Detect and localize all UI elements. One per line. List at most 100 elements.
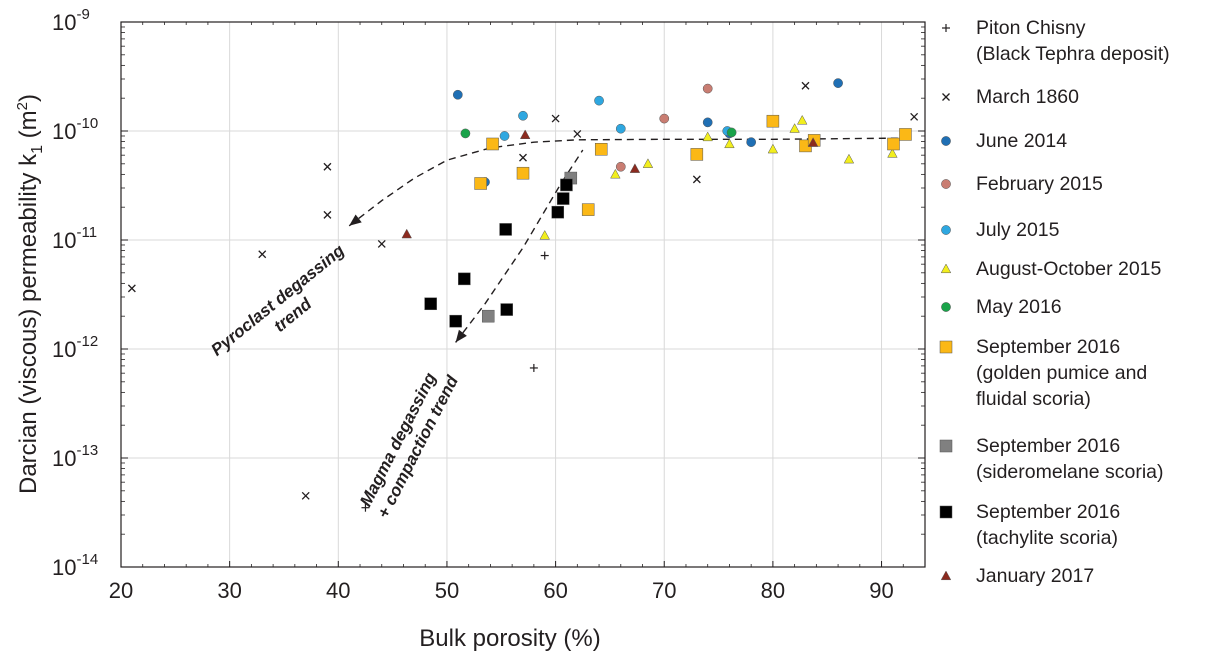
legend-item: August-October 2015 bbox=[940, 258, 1162, 280]
legend-label: January 2017 bbox=[976, 565, 1094, 587]
point-series-5 bbox=[642, 158, 654, 168]
point-series-5 bbox=[539, 229, 550, 240]
point-series-3 bbox=[659, 113, 670, 124]
point-series-4 bbox=[615, 123, 626, 134]
point-series-1 bbox=[377, 239, 386, 248]
y-tick-label: 10-9 bbox=[52, 6, 90, 35]
point-series-9 bbox=[424, 297, 437, 311]
point-series-1 bbox=[127, 284, 136, 293]
point-series-7 bbox=[690, 148, 704, 161]
y-axis-title: Darcian (viscous) permeability k1 (m2) bbox=[14, 94, 46, 494]
point-series-8 bbox=[481, 309, 495, 323]
legend-label: February 2015 bbox=[976, 173, 1103, 195]
point-series-9 bbox=[499, 223, 512, 236]
y-tick-label: 10-14 bbox=[52, 551, 98, 580]
point-series-7 bbox=[594, 143, 608, 156]
point-series-6 bbox=[460, 128, 471, 139]
legend-marker bbox=[939, 439, 953, 453]
x-tick-label: 60 bbox=[543, 578, 567, 603]
point-series-4 bbox=[499, 131, 510, 141]
legend-label: September 2016 bbox=[976, 501, 1120, 523]
legend-label: March 1860 bbox=[976, 86, 1079, 108]
point-series-1 bbox=[323, 162, 332, 171]
point-series-2 bbox=[746, 137, 757, 148]
legend-label: fluidal scoria) bbox=[976, 388, 1091, 410]
legend-item: Piton Chisny (Black Tephra deposit) bbox=[942, 17, 1170, 65]
magma-degassing-compaction-trend-arrowhead bbox=[455, 329, 467, 343]
y-tick-label: 10-12 bbox=[52, 333, 98, 362]
point-series-7 bbox=[899, 128, 912, 141]
legend-label: September 2016 bbox=[976, 435, 1120, 457]
point-series-4 bbox=[518, 110, 528, 121]
legend-item: September 2016 (sideromelane scoria) bbox=[939, 435, 1164, 483]
point-series-7 bbox=[766, 114, 780, 128]
point-series-10 bbox=[519, 129, 531, 139]
annotation-pyroclast-trend: Pyroclast degassing trend bbox=[207, 238, 364, 376]
data-points bbox=[127, 78, 919, 512]
legend-item: September 2016 (tachylite scoria) bbox=[939, 501, 1120, 549]
point-series-5 bbox=[843, 153, 855, 164]
legend-marker bbox=[942, 93, 950, 101]
annotation-magma-trend: Magma degassing + compaction trend bbox=[355, 363, 462, 522]
point-series-4 bbox=[594, 95, 604, 106]
legend-marker bbox=[939, 505, 953, 519]
legend-marker bbox=[941, 136, 951, 146]
point-series-1 bbox=[573, 129, 582, 138]
x-tick-label: 40 bbox=[326, 578, 350, 603]
point-series-7 bbox=[486, 137, 499, 151]
legend-label: June 2014 bbox=[976, 130, 1067, 152]
point-series-1 bbox=[519, 153, 527, 162]
legend-item: January 2017 bbox=[940, 565, 1094, 587]
point-series-1 bbox=[692, 175, 701, 184]
point-series-10 bbox=[629, 163, 641, 173]
legend-marker bbox=[942, 24, 950, 32]
point-series-1 bbox=[551, 114, 560, 123]
legend-marker bbox=[939, 340, 953, 354]
y-axis-title-unit-superscript: 2 bbox=[14, 102, 31, 110]
y-axis-title-subscript: 1 bbox=[29, 145, 46, 154]
legend-label: August-October 2015 bbox=[976, 258, 1162, 280]
legend-label: (sideromelane scoria) bbox=[976, 461, 1164, 483]
legend-marker bbox=[940, 570, 952, 581]
legend-item: June 2014 bbox=[941, 130, 1067, 152]
legend-marker bbox=[941, 302, 951, 312]
point-series-9 bbox=[556, 192, 570, 205]
point-series-1 bbox=[258, 250, 267, 259]
point-series-9 bbox=[500, 303, 513, 316]
point-series-9 bbox=[458, 272, 471, 286]
legend-label: (tachylite scoria) bbox=[976, 527, 1118, 549]
x-tick-labels: 20 30 40 50 60 70 80 90 bbox=[109, 578, 894, 603]
point-series-5 bbox=[789, 123, 800, 133]
point-series-0 bbox=[361, 503, 370, 512]
point-series-1 bbox=[910, 112, 919, 121]
point-series-7 bbox=[516, 166, 530, 180]
y-tick-label: 10-13 bbox=[52, 442, 98, 471]
legend-marker bbox=[941, 225, 951, 235]
y-tick-label: 10-11 bbox=[52, 224, 97, 253]
axis-ticks bbox=[120, 21, 925, 568]
point-series-5 bbox=[767, 143, 779, 154]
annotation-pyroclast-line-1: Pyroclast degassing bbox=[207, 240, 348, 359]
legend-item: March 1860 bbox=[942, 86, 1079, 108]
legend-label: (Black Tephra deposit) bbox=[976, 43, 1170, 65]
legend-item: September 2016 (golden pumice and fluidal … bbox=[939, 336, 1147, 410]
x-tick-label: 80 bbox=[761, 578, 785, 603]
legend-label: July 2015 bbox=[976, 219, 1060, 241]
point-series-0 bbox=[529, 363, 538, 372]
point-series-0 bbox=[540, 251, 549, 260]
x-axis-title: Bulk porosity (%) bbox=[419, 625, 600, 652]
legend-label: (golden pumice and bbox=[976, 362, 1147, 384]
point-series-9 bbox=[551, 205, 565, 219]
point-series-5 bbox=[724, 138, 735, 149]
point-series-3 bbox=[615, 161, 626, 172]
x-tick-label: 20 bbox=[109, 578, 133, 603]
legend-marker bbox=[941, 179, 951, 189]
plot-frame bbox=[120, 21, 926, 568]
legend-label: September 2016 bbox=[976, 336, 1120, 358]
grid bbox=[121, 22, 925, 567]
point-series-5 bbox=[702, 131, 713, 142]
point-series-2 bbox=[702, 117, 713, 128]
point-series-5 bbox=[887, 148, 898, 158]
point-series-5 bbox=[610, 168, 621, 179]
